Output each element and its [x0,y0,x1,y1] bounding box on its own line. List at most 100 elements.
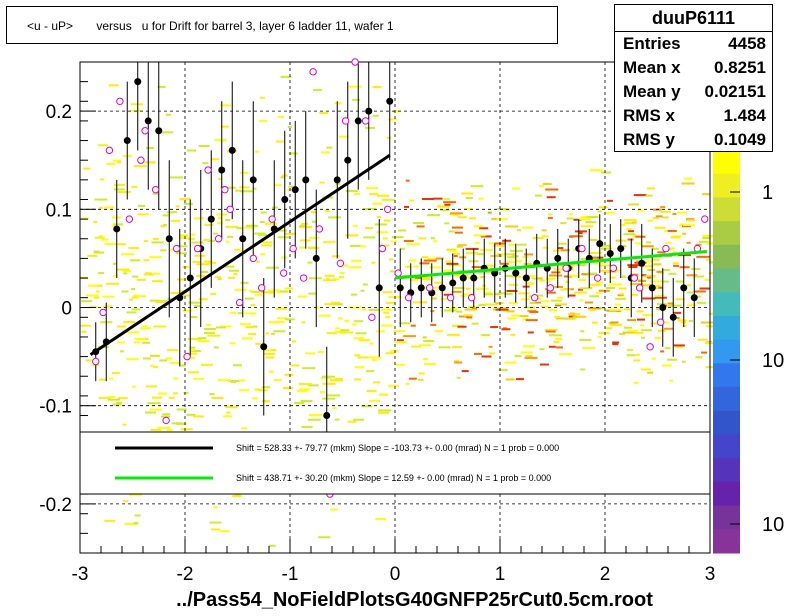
occupancy-cell [627,238,634,241]
occupancy-cell [394,363,405,366]
open-marker [125,215,134,223]
color-scale [713,150,740,554]
occupancy-cell [188,371,200,374]
occupancy-cell [133,165,147,168]
occupancy-cell [318,314,331,317]
occupancy-cell [410,278,419,281]
occupancy-cell [322,382,336,385]
occupancy-cell [226,411,231,414]
occupancy-cell [392,110,401,113]
occupancy-cell [348,266,362,269]
occupancy-cell [108,395,116,398]
occupancy-cell [361,308,366,311]
occupancy-cell [637,209,645,212]
occupancy-cell [566,217,574,220]
occupancy-cell [239,389,250,392]
occupancy-cell [259,119,268,122]
x-tick-label: 3 [705,564,716,585]
occupancy-cell [417,378,424,381]
occupancy-cell [437,205,450,208]
occupancy-cell [626,228,632,231]
occupancy-cell [661,268,670,271]
color-scale-band [713,458,740,483]
occupancy-cell [155,301,168,304]
occupancy-cell [672,213,677,216]
occupancy-cell [541,300,550,303]
occupancy-cell [301,321,306,324]
occupancy-cell [619,293,625,296]
occupancy-cell [373,381,381,384]
occupancy-cell [193,217,204,220]
occupancy-cell [687,291,694,294]
open-marker [116,97,124,105]
occupancy-cell [225,406,238,409]
occupancy-cell [413,265,420,268]
occupancy-cell [165,357,173,360]
profile-point [344,156,352,164]
x-tick-label: -2 [177,564,194,585]
occupancy-cell [550,299,562,302]
occupancy-cell [131,296,139,299]
occupancy-cell [364,227,373,230]
occupancy-cell [255,260,260,263]
occupancy-cell [89,305,98,308]
color-scale-band [713,363,740,388]
open-marker [309,68,317,76]
occupancy-cell [687,284,692,287]
occupancy-cell [220,125,229,128]
occupancy-cell [385,301,395,304]
occupancy-cell [499,262,509,265]
occupancy-cell [254,232,266,235]
occupancy-cell [585,215,599,218]
occupancy-cell [473,234,486,237]
occupancy-cell [352,224,358,227]
occupancy-cell [675,280,684,283]
occupancy-cell [122,270,131,273]
occupancy-cell [624,222,635,225]
occupancy-cell [94,198,108,201]
occupancy-cell [444,222,450,225]
occupancy-cell [344,319,350,322]
occupancy-cell [211,396,224,399]
occupancy-cell [81,300,93,303]
occupancy-cell [560,222,567,225]
occupancy-cell [541,235,549,238]
occupancy-cell [330,508,339,511]
occupancy-cell [237,312,243,315]
occupancy-cell [702,237,711,240]
x-tick-label: 1 [495,564,506,585]
occupancy-cell [365,126,376,129]
occupancy-cell [483,291,493,294]
occupancy-cell [309,236,320,239]
occupancy-cell [419,262,430,265]
color-scale-band [713,529,740,554]
occupancy-cell [654,226,666,229]
occupancy-cell [427,214,441,217]
occupancy-cell [453,287,465,290]
occupancy-cell [608,283,622,286]
open-marker [404,293,413,302]
occupancy-cell [175,205,180,208]
occupancy-cell [445,260,452,263]
occupancy-cell [179,364,186,367]
occupancy-cell [371,358,377,361]
file-footer: ../Pass54_NoFieldPlotsG40GNFP25rCut0.5cm… [176,589,653,611]
occupancy-cell [218,178,223,181]
occupancy-cell [354,366,365,369]
occupancy-cell [186,352,198,355]
occupancy-cell [329,379,343,382]
occupancy-cell [636,278,643,281]
occupancy-cell [307,261,313,264]
occupancy-cell [104,519,116,522]
occupancy-cell [528,283,534,286]
open-marker [646,343,654,351]
occupancy-cell [360,289,365,292]
occupancy-cell [98,396,112,399]
occupancy-cell [198,298,208,301]
occupancy-cell [573,218,582,221]
open-marker [105,146,114,155]
stats-box: duuP6111 Entries 4458 Mean x 0.8251 Mean… [614,4,773,152]
occupancy-cell [104,243,118,246]
occupancy-cell [457,244,467,247]
occupancy-cell [144,161,156,164]
